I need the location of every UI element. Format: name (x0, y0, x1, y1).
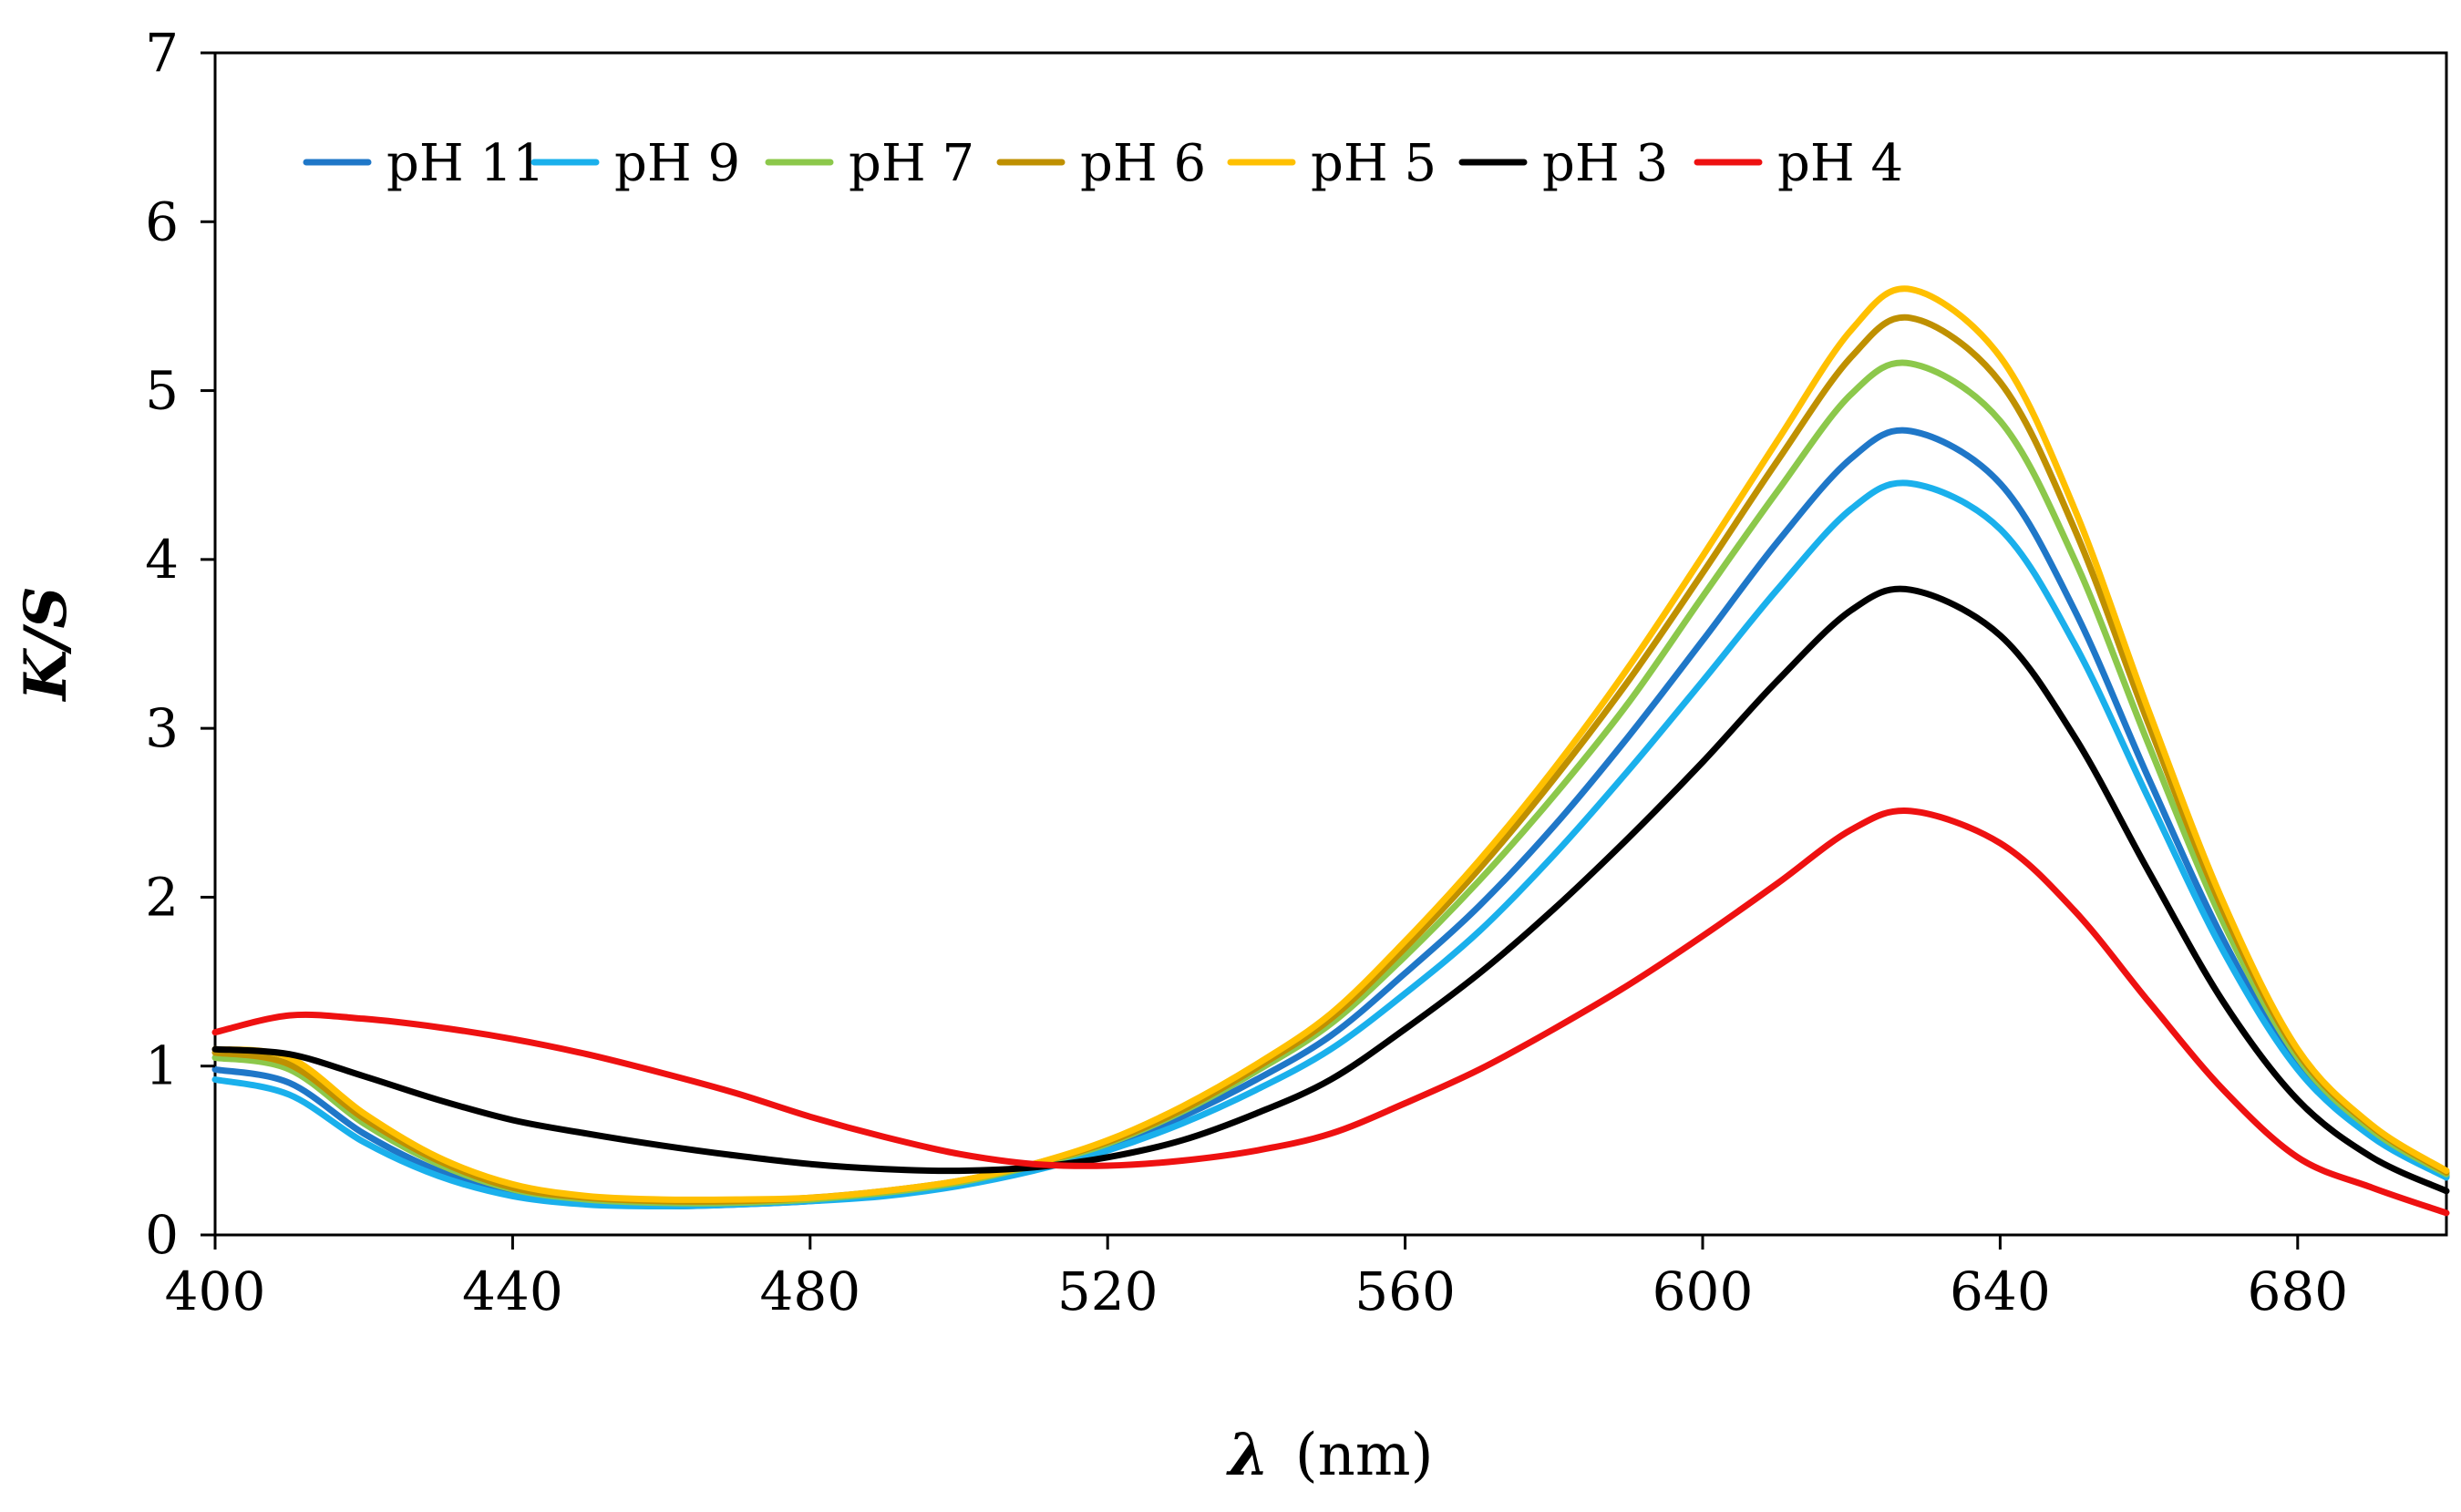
y-tick-label: 2 (145, 866, 179, 928)
series-line-ph-6 (211, 314, 2450, 1205)
x-tick-label: 680 (2247, 1260, 2348, 1322)
x-tick-label: 440 (462, 1260, 563, 1322)
legend-label: pH 5 (1311, 134, 1436, 193)
y-tick-label: 0 (145, 1204, 179, 1266)
x-tick-label: 600 (1653, 1260, 1754, 1322)
series-layer (211, 285, 2450, 1217)
y-tick-label: 7 (145, 22, 179, 84)
y-tick-label: 3 (145, 697, 179, 759)
legend-label: pH 9 (614, 134, 740, 193)
legend-label: pH 7 (849, 134, 974, 193)
plot-frame (213, 51, 2448, 1237)
y-tick-label: 1 (145, 1035, 179, 1097)
series-line-ph-9 (211, 479, 2450, 1209)
x-tick-label: 640 (1950, 1260, 2051, 1322)
series-line-ph-11 (211, 427, 2450, 1210)
x-tick-label: 400 (165, 1260, 266, 1322)
y-tick-label: 4 (145, 529, 179, 591)
legend-label: pH 4 (1777, 134, 1903, 193)
series-line-ph-5 (211, 285, 2450, 1203)
x-tick-label: 520 (1057, 1260, 1158, 1322)
series-line-ph-4 (211, 807, 2450, 1217)
x-axis-title: λ (nm) (1225, 1421, 1433, 1489)
y-tick-label: 6 (145, 190, 179, 252)
y-tick-label: 5 (145, 360, 179, 422)
x-tick-label: 480 (759, 1260, 860, 1322)
x-tick-label: 560 (1354, 1260, 1456, 1322)
x-axis-unit: (nm) (1295, 1422, 1434, 1489)
ticks-layer: 0 1 2 3 4 5 6 7 400 440 480 520 560 600 640 680 (145, 22, 2348, 1322)
legend-label: pH 11 (386, 134, 545, 193)
x-axis-symbol: λ (1225, 1421, 1269, 1489)
series-line-ph-3 (211, 585, 2450, 1195)
legend: pH 11 pH 9 pH 7 pH 6 pH 5 pH 3 pH 4 (303, 134, 1903, 193)
y-axis-title: K/S (12, 586, 80, 702)
legend-label: pH 6 (1080, 134, 1206, 193)
legend-label: pH 3 (1542, 134, 1668, 193)
